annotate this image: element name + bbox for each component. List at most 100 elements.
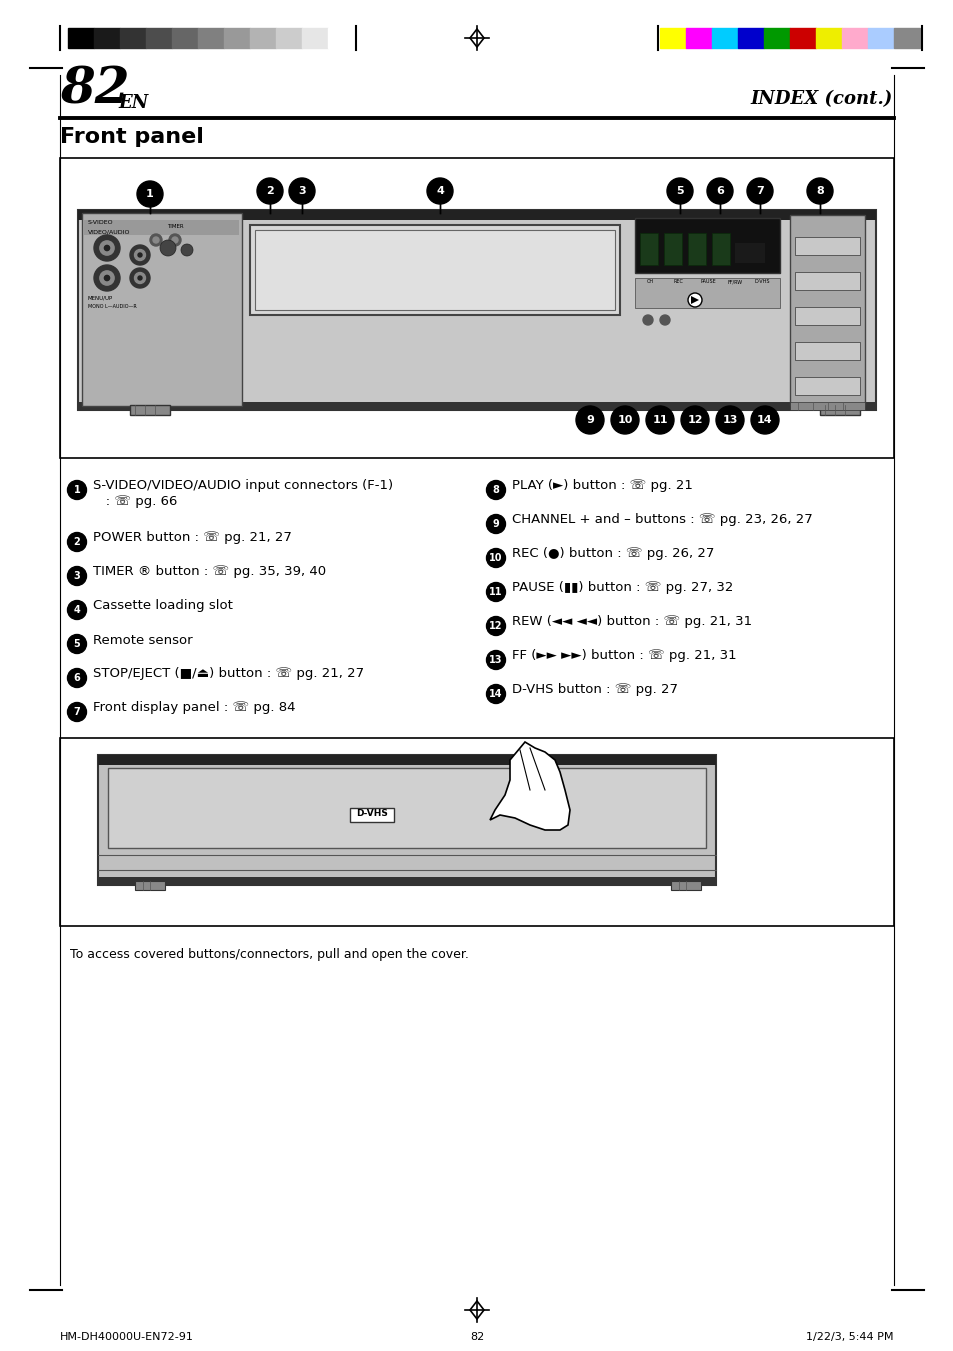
Bar — [635, 218, 780, 273]
Text: FF/RW: FF/RW — [727, 280, 742, 284]
Bar — [763, 28, 789, 49]
Text: 8: 8 — [492, 485, 499, 494]
Text: HM-DH40000U-EN72-91: HM-DH40000U-EN72-91 — [60, 1332, 193, 1342]
Text: 1/22/3, 5:44 PM: 1/22/3, 5:44 PM — [805, 1332, 893, 1342]
Circle shape — [94, 235, 120, 261]
Text: PAUSE: PAUSE — [700, 280, 716, 284]
Text: 3: 3 — [73, 571, 80, 581]
Text: 11: 11 — [652, 415, 667, 426]
Bar — [687, 232, 705, 265]
Circle shape — [68, 669, 87, 688]
Text: 5: 5 — [73, 639, 80, 648]
Text: To access covered buttons/connectors, pull and open the cover.: To access covered buttons/connectors, pu… — [70, 948, 468, 961]
Text: 9: 9 — [492, 519, 498, 530]
Bar — [84, 220, 239, 235]
Circle shape — [130, 267, 150, 288]
Circle shape — [68, 566, 87, 585]
Bar — [789, 403, 864, 409]
Text: 7: 7 — [73, 707, 80, 717]
Circle shape — [134, 273, 146, 284]
Bar — [78, 209, 875, 409]
Text: 12: 12 — [489, 621, 502, 631]
Circle shape — [659, 315, 669, 326]
Circle shape — [94, 265, 120, 290]
Circle shape — [706, 178, 732, 204]
Text: Remote sensor: Remote sensor — [92, 634, 193, 647]
Text: Front display panel : ☏ pg. 84: Front display panel : ☏ pg. 84 — [92, 701, 295, 715]
Circle shape — [486, 616, 505, 635]
Text: TIMER: TIMER — [167, 224, 183, 230]
Circle shape — [138, 276, 142, 280]
Bar — [172, 28, 198, 49]
Circle shape — [486, 481, 505, 500]
Bar — [635, 278, 780, 308]
Circle shape — [486, 549, 505, 567]
Bar — [60, 738, 893, 925]
Circle shape — [160, 240, 175, 255]
Bar — [78, 403, 875, 409]
Bar — [789, 215, 864, 405]
Circle shape — [100, 270, 114, 285]
Circle shape — [68, 481, 87, 500]
Bar — [893, 28, 919, 49]
Circle shape — [576, 407, 603, 434]
Circle shape — [169, 234, 181, 246]
Text: MONO L—AUDIO—R: MONO L—AUDIO—R — [88, 304, 136, 309]
Bar — [94, 28, 120, 49]
Bar — [867, 28, 893, 49]
Bar — [108, 767, 705, 848]
Text: Front panel: Front panel — [60, 127, 204, 147]
Text: PLAY (►) button : ☏ pg. 21: PLAY (►) button : ☏ pg. 21 — [512, 480, 692, 493]
Text: REC (●) button : ☏ pg. 26, 27: REC (●) button : ☏ pg. 26, 27 — [512, 547, 714, 561]
Text: MENU/UP: MENU/UP — [88, 296, 113, 301]
Bar — [711, 232, 729, 265]
Text: D-VHS: D-VHS — [355, 808, 388, 817]
Circle shape — [172, 236, 178, 243]
Circle shape — [150, 234, 162, 246]
Text: 6: 6 — [73, 673, 80, 684]
Text: REC: REC — [673, 280, 683, 284]
Circle shape — [68, 600, 87, 620]
Circle shape — [486, 515, 505, 534]
Text: S-VIDEO/VIDEO/AUDIO input connectors (F-1): S-VIDEO/VIDEO/AUDIO input connectors (F-… — [92, 480, 393, 493]
Text: 6: 6 — [716, 186, 723, 196]
Bar — [685, 28, 711, 49]
Bar — [663, 232, 681, 265]
Circle shape — [716, 407, 743, 434]
Bar — [98, 877, 716, 885]
Text: Cassette loading slot: Cassette loading slot — [92, 600, 233, 612]
Text: CH: CH — [646, 280, 654, 284]
Text: 13: 13 — [489, 655, 502, 665]
Polygon shape — [690, 296, 699, 304]
Circle shape — [666, 178, 692, 204]
Circle shape — [486, 582, 505, 601]
Text: INDEX (cont.): INDEX (cont.) — [750, 91, 892, 108]
Bar — [250, 28, 275, 49]
Text: 9: 9 — [585, 415, 594, 426]
Circle shape — [100, 240, 114, 255]
Bar — [120, 28, 146, 49]
Bar — [639, 232, 658, 265]
Circle shape — [642, 315, 652, 326]
Text: PAUSE (▮▮) button : ☏ pg. 27, 32: PAUSE (▮▮) button : ☏ pg. 27, 32 — [512, 581, 733, 594]
Bar — [789, 28, 815, 49]
Circle shape — [486, 685, 505, 704]
Circle shape — [68, 532, 87, 551]
Circle shape — [130, 245, 150, 265]
Bar — [794, 272, 859, 290]
Text: 11: 11 — [489, 586, 502, 597]
Text: 13: 13 — [721, 415, 737, 426]
Bar — [254, 230, 615, 309]
Bar — [350, 808, 394, 821]
Bar — [794, 377, 859, 394]
Bar — [146, 28, 172, 49]
Circle shape — [104, 276, 110, 281]
Circle shape — [746, 178, 772, 204]
Circle shape — [806, 178, 832, 204]
Bar — [82, 213, 242, 407]
Text: CHANNEL + and – buttons : ☏ pg. 23, 26, 27: CHANNEL + and – buttons : ☏ pg. 23, 26, … — [512, 513, 812, 527]
Text: VIDEO/AUDIO: VIDEO/AUDIO — [88, 230, 131, 235]
Circle shape — [104, 246, 110, 250]
Text: 10: 10 — [617, 415, 632, 426]
Text: 12: 12 — [686, 415, 702, 426]
